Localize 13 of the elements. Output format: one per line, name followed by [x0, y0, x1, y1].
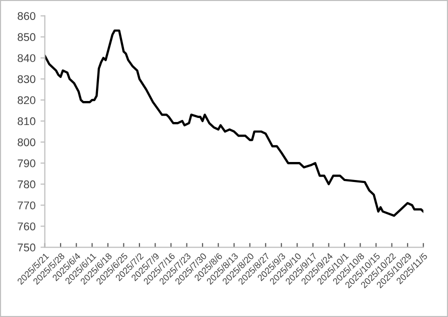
y-tick-label: 790 [18, 159, 36, 168]
y-tick-label: 820 [18, 96, 36, 104]
y-tick-label: 860 [18, 12, 36, 20]
y-tick-label: 770 [18, 201, 36, 210]
y-tick-label: 850 [18, 33, 36, 42]
y-tick-label: 760 [18, 222, 36, 230]
y-tick-label: 750 [18, 244, 36, 252]
y-tick-label: 830 [18, 75, 36, 84]
y-tick-label: 780 [18, 180, 36, 188]
line-series [44, 29, 424, 217]
y-tick-label: 810 [18, 117, 36, 126]
y-tick-label: 840 [18, 54, 36, 62]
y-tick-label: 800 [18, 138, 36, 146]
